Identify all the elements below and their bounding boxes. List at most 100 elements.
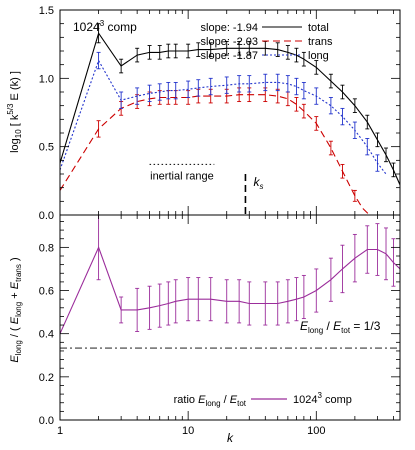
error-bar [294, 277, 299, 322]
y-tick-label: 0.5 [39, 142, 54, 154]
error-bar [301, 103, 306, 119]
error-bar [208, 42, 213, 57]
error-bar [340, 163, 345, 179]
error-bar [294, 77, 299, 96]
error-bar [119, 91, 124, 109]
error-bar [301, 81, 306, 100]
y-tick-label: 0.6 [39, 286, 54, 298]
error-bar [384, 147, 389, 163]
spectrum-panel: 0.0 0.5 1.0 1.5 log10 [ k5/3 E (k) ] 10243 … [6, 5, 401, 222]
error-bar [263, 73, 268, 92]
error-bar [166, 81, 171, 100]
error-bar [301, 51, 306, 67]
error-bar [196, 42, 201, 57]
error-bar [247, 75, 252, 93]
error-bar [391, 238, 396, 287]
legend-name-ratio: 10243 comp [293, 391, 352, 406]
y-tick-label: 1.5 [39, 5, 54, 17]
error-bar [96, 120, 101, 138]
error-bar [365, 138, 370, 156]
x-tick-label: 100 [307, 425, 325, 437]
top-legend: slope: -1.94 total slope: -2.03 trans sl… [201, 22, 333, 62]
error-bar [247, 40, 252, 56]
legend-name-trans: trans [308, 36, 333, 48]
error-bar [186, 43, 191, 59]
legend-ratio-prefix: ratio Elong / Etot [174, 394, 247, 408]
inertial-range-label: inertial range [150, 170, 214, 182]
error-bar [314, 87, 319, 105]
error-bar [314, 60, 319, 75]
error-bar [96, 23, 101, 44]
error-bar [285, 279, 290, 324]
y-tick-label: 0.0 [39, 210, 54, 222]
series-line-long [59, 59, 387, 175]
error-bar [340, 107, 345, 126]
error-bar [328, 257, 333, 302]
error-bar [247, 281, 252, 326]
error-bar [196, 79, 201, 97]
error-bar [314, 116, 319, 131]
error-bar [275, 73, 280, 92]
error-bar [375, 132, 380, 148]
top-y-axis-label: log10 [ k5/3 E (k) ] [6, 71, 23, 153]
error-bar [166, 281, 171, 326]
bottom-y-axis-label: Elong / ( Elong + Etrans ) [9, 257, 23, 362]
error-bar [135, 47, 140, 63]
error-bar [391, 162, 396, 178]
error-bar [196, 277, 201, 322]
error-bar [365, 225, 370, 274]
error-bar [328, 97, 333, 115]
reference-line-label: Elong / Etot = 1/3 [300, 319, 381, 335]
error-bar [375, 223, 380, 276]
error-bar [186, 277, 191, 322]
x-tick-label: 10 [182, 425, 194, 437]
error-bar [186, 80, 191, 98]
error-bar [285, 45, 290, 60]
error-bar [173, 279, 178, 324]
error-bar [157, 45, 162, 60]
ratio-panel: 1 10 100 0.0 0.2 0.4 0.6 0.8 Elong / ( Elong + … [9, 214, 401, 445]
y-tick-label: 0.2 [39, 372, 54, 384]
error-bar [237, 40, 242, 56]
error-bar [275, 281, 280, 326]
y-tick-label: 0.8 [39, 242, 54, 254]
bottom-panel-frame [59, 214, 401, 421]
legend-slope-total: slope: -1.94 [201, 22, 258, 34]
error-bar [384, 227, 389, 281]
error-bar [224, 279, 229, 324]
error-bar [301, 274, 306, 320]
bottom-legend: ratio Elong / Etot 10243 comp [174, 391, 352, 408]
error-bar [208, 77, 213, 96]
error-bar [275, 42, 280, 57]
legend-slope-trans: slope: -2.03 [201, 36, 258, 48]
legend-slope-long: slope: -1.87 [201, 50, 258, 62]
error-bar [263, 281, 268, 326]
error-bar [173, 81, 178, 100]
error-bar [237, 279, 242, 324]
error-bar [135, 287, 140, 332]
error-bar [328, 140, 333, 156]
error-bar [375, 154, 380, 172]
error-bar [166, 43, 171, 59]
y-tick-label: 0.0 [39, 415, 54, 427]
error-bar [340, 84, 345, 100]
x-axis-label: k [227, 431, 234, 445]
legend-name-total: total [308, 22, 329, 34]
error-bar [119, 58, 124, 74]
error-bar [157, 283, 162, 328]
error-bar [275, 88, 280, 104]
error-bar [314, 268, 319, 313]
y-tick-label: 1.0 [39, 73, 54, 85]
series-line-trans [59, 94, 370, 216]
error-bar [135, 87, 140, 105]
legend-name-long: long [308, 50, 329, 62]
error-bar [173, 43, 178, 59]
series-line-total [59, 31, 401, 186]
error-bar [352, 121, 357, 139]
error-bar [224, 76, 229, 94]
error-bar [352, 98, 357, 113]
series-line-1024-comp [59, 245, 401, 334]
error-bar [365, 114, 370, 130]
error-bar [237, 75, 242, 93]
